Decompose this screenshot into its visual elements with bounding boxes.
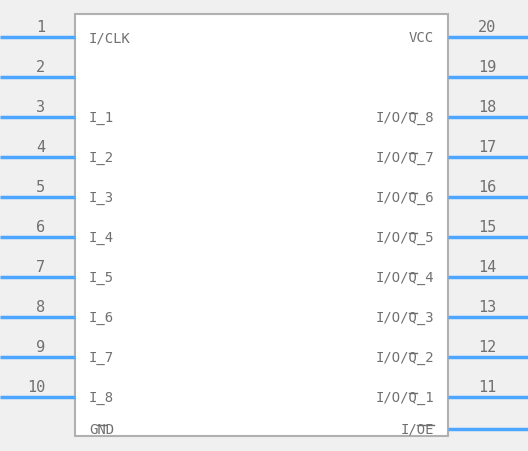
Text: 13: 13 bbox=[478, 299, 496, 314]
Text: I_7: I_7 bbox=[89, 350, 114, 364]
Text: 9: 9 bbox=[36, 339, 45, 354]
Text: 15: 15 bbox=[478, 220, 496, 235]
Text: I/O/Q_7: I/O/Q_7 bbox=[375, 151, 434, 165]
Text: 11: 11 bbox=[478, 379, 496, 394]
Text: 2: 2 bbox=[36, 60, 45, 75]
Text: 12: 12 bbox=[478, 339, 496, 354]
Text: GND: GND bbox=[89, 422, 114, 436]
Text: I_5: I_5 bbox=[89, 271, 114, 285]
Text: I/O/Q_6: I/O/Q_6 bbox=[375, 191, 434, 205]
Text: 8: 8 bbox=[36, 299, 45, 314]
Text: 7: 7 bbox=[36, 259, 45, 274]
Text: 19: 19 bbox=[478, 60, 496, 75]
Text: I/CLK: I/CLK bbox=[89, 31, 131, 45]
Bar bbox=[75, 15, 448, 436]
Text: I/O/Q_4: I/O/Q_4 bbox=[375, 271, 434, 285]
Text: I_4: I_4 bbox=[89, 230, 114, 244]
Text: I_6: I_6 bbox=[89, 310, 114, 324]
Text: I_3: I_3 bbox=[89, 191, 114, 205]
Text: 6: 6 bbox=[36, 220, 45, 235]
Text: I_1: I_1 bbox=[89, 111, 114, 125]
Text: I/OE: I/OE bbox=[401, 422, 434, 436]
Text: 18: 18 bbox=[478, 100, 496, 115]
Text: I/O/Q_3: I/O/Q_3 bbox=[375, 310, 434, 324]
Text: I/O/Q_1: I/O/Q_1 bbox=[375, 390, 434, 404]
Text: 3: 3 bbox=[36, 100, 45, 115]
Text: 4: 4 bbox=[36, 140, 45, 155]
Text: I/O/Q_8: I/O/Q_8 bbox=[375, 111, 434, 125]
Text: VCC: VCC bbox=[409, 31, 434, 45]
Text: I/O/Q_5: I/O/Q_5 bbox=[375, 230, 434, 244]
Text: 1: 1 bbox=[36, 20, 45, 35]
Text: 17: 17 bbox=[478, 140, 496, 155]
Text: 10: 10 bbox=[27, 379, 45, 394]
Text: I/O/Q_2: I/O/Q_2 bbox=[375, 350, 434, 364]
Text: 5: 5 bbox=[36, 179, 45, 194]
Text: 20: 20 bbox=[478, 20, 496, 35]
Text: 16: 16 bbox=[478, 179, 496, 194]
Text: I_2: I_2 bbox=[89, 151, 114, 165]
Text: I_8: I_8 bbox=[89, 390, 114, 404]
Text: 14: 14 bbox=[478, 259, 496, 274]
